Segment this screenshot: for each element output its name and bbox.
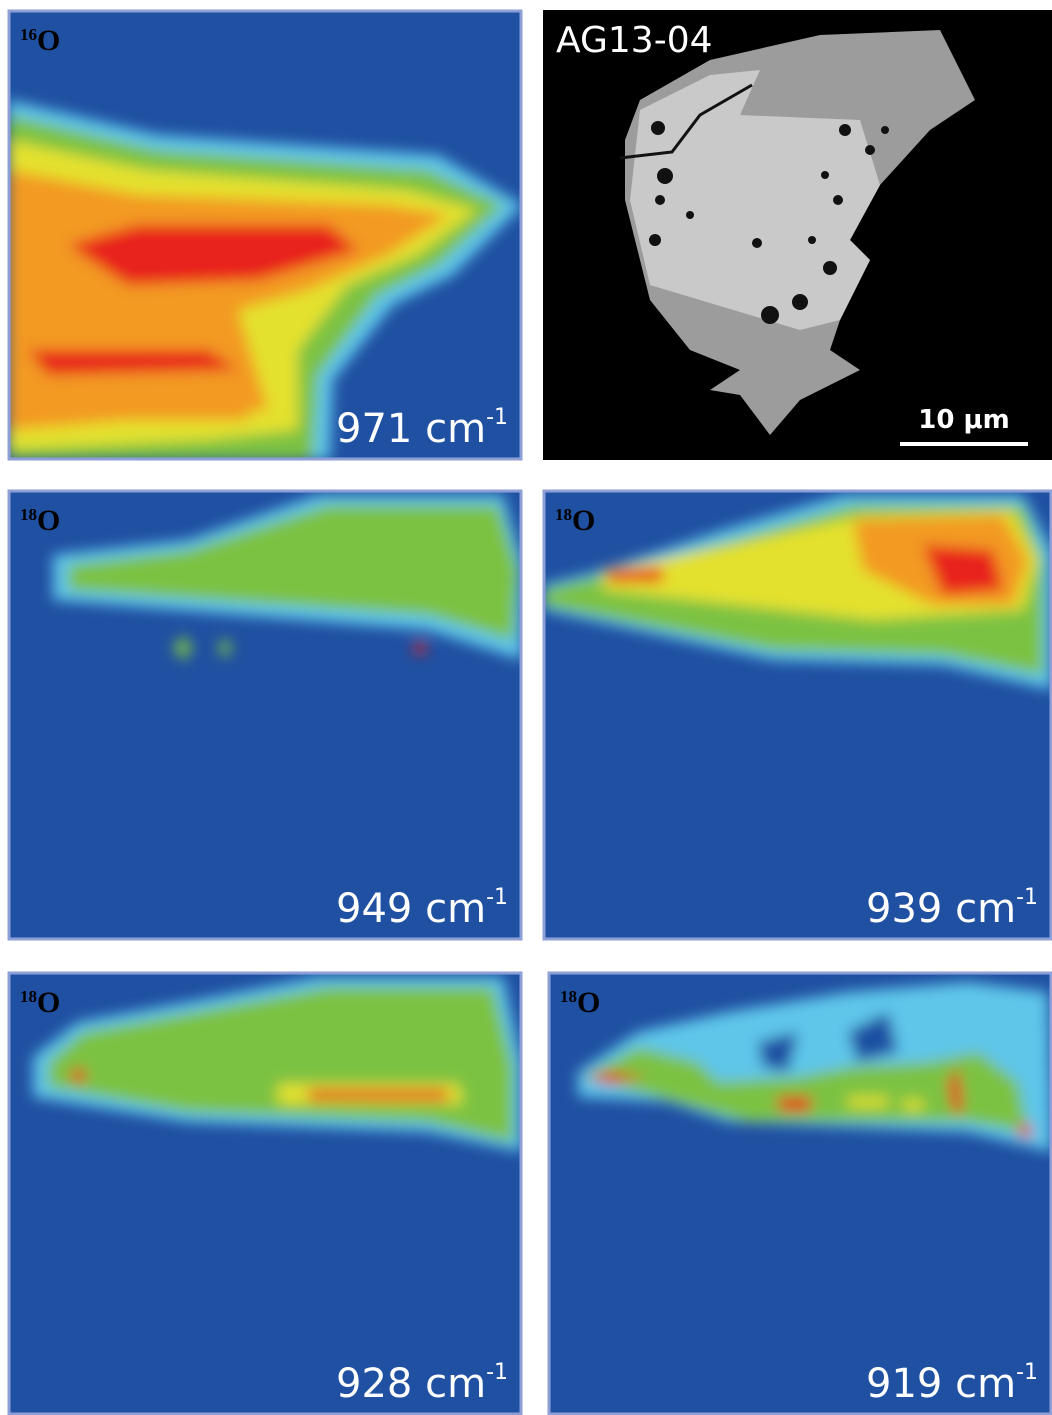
raman-map <box>8 490 522 940</box>
map-border <box>7 9 523 461</box>
isotope-label: 18O <box>560 986 600 1019</box>
raman-map <box>543 490 1052 940</box>
intensity-region <box>586 1072 648 1084</box>
wavenumber-label: 919 cm-1 <box>866 1360 1038 1407</box>
isotope-mass: 18 <box>560 987 577 1006</box>
wavenumber-exponent: -1 <box>486 405 508 430</box>
intensity-region <box>218 637 232 659</box>
wavenumber-value: 928 cm <box>336 1361 486 1407</box>
intensity-region <box>608 568 663 582</box>
sample-label: AG13-04 <box>556 20 713 61</box>
wavenumber-value: 939 cm <box>866 886 1016 932</box>
isotope-element: O <box>572 504 595 537</box>
wavenumber-value: 949 cm <box>336 886 486 932</box>
map-border <box>7 971 523 1415</box>
isotope-element: O <box>37 24 60 57</box>
intensity-region <box>848 1097 888 1107</box>
wavenumber-label: 971 cm-1 <box>336 405 508 452</box>
intensity-region <box>848 1012 898 1062</box>
isotope-mass: 18 <box>555 505 572 524</box>
isotope-label: 18O <box>20 986 60 1019</box>
raman-map <box>548 972 1052 1415</box>
wavenumber-exponent: -1 <box>486 885 508 910</box>
sem-panel <box>543 10 1052 460</box>
intensity-field <box>578 982 1052 1152</box>
wavenumber-value: 919 cm <box>866 1361 1016 1407</box>
wavenumber-label: 949 cm-1 <box>336 885 508 932</box>
intensity-region <box>413 640 427 656</box>
wavenumber-exponent: -1 <box>1016 1360 1038 1385</box>
isotope-element: O <box>577 986 600 1019</box>
wavenumber-exponent: -1 <box>486 1360 508 1385</box>
intensity-field <box>543 495 1052 690</box>
wavenumber-exponent: -1 <box>1016 885 1038 910</box>
pores <box>649 121 889 324</box>
intensity-region <box>18 400 248 420</box>
intensity-region <box>948 1067 963 1112</box>
map-border <box>547 971 1052 1415</box>
isotope-label: 18O <box>20 504 60 537</box>
intensity-region <box>583 1047 1028 1132</box>
isotope-mass: 18 <box>20 987 37 1006</box>
scale-bar-label: 10 μm <box>918 405 1009 435</box>
intensity-field <box>33 977 522 1152</box>
grain-core <box>630 70 880 330</box>
intensity-field <box>8 100 522 460</box>
raman-map <box>8 972 522 1415</box>
isotope-mass: 16 <box>20 25 37 44</box>
intensity-region <box>758 1032 798 1072</box>
intensity-region <box>903 1100 923 1110</box>
wavenumber-value: 971 cm <box>336 406 486 452</box>
intensity-region <box>778 1097 813 1112</box>
intensity-region <box>173 635 193 661</box>
intensity-region <box>68 225 358 285</box>
crack <box>619 83 753 160</box>
intensity-region <box>28 350 238 375</box>
isotope-label: 16O <box>20 24 60 57</box>
intensity-region <box>68 1067 88 1084</box>
isotope-element: O <box>37 504 60 537</box>
isotope-element: O <box>37 986 60 1019</box>
map-border <box>542 489 1052 941</box>
isotope-mass: 18 <box>20 505 37 524</box>
intensity-field <box>53 495 522 661</box>
intensity-region <box>308 1090 448 1100</box>
intensity-region <box>923 545 1003 595</box>
intensity-region <box>68 505 518 640</box>
isotope-label: 18O <box>555 504 595 537</box>
wavenumber-label: 939 cm-1 <box>866 885 1038 932</box>
map-border <box>7 489 523 941</box>
raman-map <box>8 10 522 460</box>
intensity-region <box>1018 1122 1033 1137</box>
wavenumber-label: 928 cm-1 <box>336 1360 508 1407</box>
